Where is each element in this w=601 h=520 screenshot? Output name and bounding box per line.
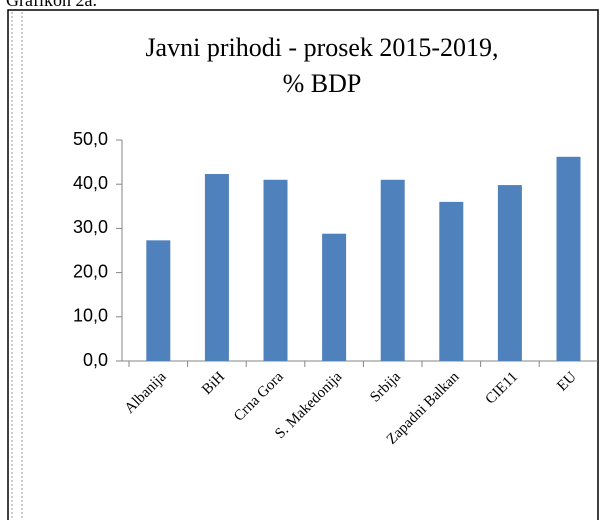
bar <box>322 233 347 361</box>
bar <box>556 156 581 361</box>
y-tick-label: 0,0 <box>83 350 108 370</box>
y-tick-label: 10,0 <box>73 306 108 326</box>
chart-title: % BDP <box>283 69 362 98</box>
bar <box>263 179 288 361</box>
y-tick-label: 50,0 <box>73 129 108 149</box>
y-tick-label: 30,0 <box>73 217 108 237</box>
bar <box>204 174 229 361</box>
chart-title: Javni prihodi - prosek 2015-2019, <box>145 33 498 62</box>
y-tick-label: 40,0 <box>73 173 108 193</box>
y-tick-label: 20,0 <box>73 261 108 281</box>
bar <box>497 185 522 361</box>
bar <box>146 240 171 361</box>
bar <box>439 201 464 361</box>
bar <box>380 179 405 361</box>
caption: Grafikon 2a. <box>6 0 97 10</box>
